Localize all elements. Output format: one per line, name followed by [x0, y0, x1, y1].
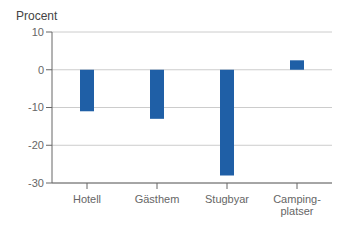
svg-text:Hotell: Hotell — [73, 193, 101, 205]
html-text:Procent: Procent — [16, 9, 58, 23]
svg-text:0: 0 — [38, 64, 44, 76]
svg-text:Stugbyar: Stugbyar — [205, 193, 249, 205]
svg-text:Gästhem: Gästhem — [135, 193, 180, 205]
svg-text:Camping-platser: Camping-platser — [273, 193, 321, 218]
svg-text:-20: -20 — [28, 139, 44, 151]
svg-text:10: 10 — [32, 26, 44, 38]
svg-text:-10: -10 — [28, 101, 44, 113]
svg-text:-30: -30 — [28, 177, 44, 189]
